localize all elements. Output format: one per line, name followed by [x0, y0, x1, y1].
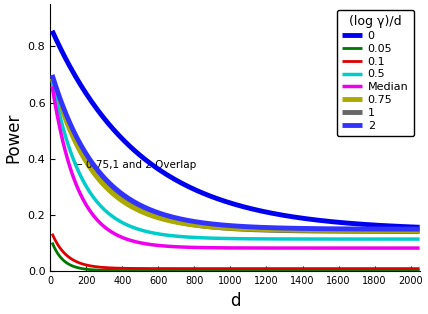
1	[273, 229, 278, 232]
0	[197, 190, 202, 194]
0.1	[417, 267, 422, 270]
0.75	[330, 229, 336, 232]
0.1	[172, 267, 177, 270]
0	[417, 225, 422, 229]
2	[273, 226, 278, 230]
Line: 0.05: 0.05	[52, 242, 419, 271]
2	[330, 227, 336, 231]
1	[50, 76, 55, 80]
Line: 0.1: 0.1	[52, 234, 419, 268]
Line: 0: 0	[52, 31, 419, 227]
0.05	[330, 269, 336, 273]
0.75	[172, 220, 177, 224]
0.75	[273, 228, 278, 232]
Median	[417, 246, 422, 250]
Median	[172, 245, 177, 249]
0.1	[370, 267, 375, 270]
0.75	[370, 229, 375, 232]
1	[172, 219, 177, 223]
0.75	[417, 229, 422, 232]
0.05	[226, 269, 231, 273]
0	[370, 223, 375, 227]
2	[197, 220, 202, 224]
Median	[197, 246, 202, 249]
0.1	[330, 267, 336, 270]
2	[50, 73, 55, 77]
X-axis label: d: d	[230, 292, 240, 310]
Line: 2: 2	[52, 75, 419, 229]
Median	[370, 246, 375, 250]
0.1	[273, 267, 278, 270]
0.1	[50, 232, 55, 236]
0	[226, 201, 231, 204]
0	[330, 220, 336, 224]
0.5	[330, 237, 336, 241]
0.05	[417, 269, 422, 273]
0.5	[417, 237, 422, 241]
Legend: 0, 0.05, 0.1, 0.5, Median, 0.75, 1, 2: 0, 0.05, 0.1, 0.5, Median, 0.75, 1, 2	[337, 10, 414, 136]
0.05	[273, 269, 278, 273]
0.05	[50, 241, 55, 244]
0.05	[197, 269, 202, 273]
1	[417, 230, 422, 233]
Median	[330, 246, 336, 250]
Line: 1: 1	[52, 78, 419, 231]
2	[370, 227, 375, 231]
1	[226, 226, 231, 230]
0.75	[226, 226, 231, 230]
Median	[50, 84, 55, 88]
0.75	[197, 224, 202, 228]
Line: 0.75: 0.75	[52, 78, 419, 230]
Median	[226, 246, 231, 250]
0.1	[197, 267, 202, 270]
0.5	[226, 237, 231, 241]
0.75	[50, 76, 55, 80]
1	[197, 224, 202, 228]
0.5	[273, 237, 278, 241]
0.5	[197, 236, 202, 240]
Y-axis label: Power: Power	[4, 113, 22, 163]
Line: 0.5: 0.5	[52, 81, 419, 239]
0.1	[226, 267, 231, 270]
2	[226, 224, 231, 227]
0.5	[50, 79, 55, 83]
Line: Median: Median	[52, 86, 419, 248]
0	[273, 212, 278, 216]
0	[50, 29, 55, 33]
Text: ← 0.75,1 and 2 Overlap: ← 0.75,1 and 2 Overlap	[74, 160, 196, 170]
2	[417, 227, 422, 231]
1	[330, 229, 336, 233]
0.5	[370, 237, 375, 241]
Median	[273, 246, 278, 250]
0	[172, 177, 177, 181]
0.05	[370, 269, 375, 273]
0.05	[172, 269, 177, 273]
2	[172, 216, 177, 219]
0.5	[172, 234, 177, 238]
1	[370, 230, 375, 233]
